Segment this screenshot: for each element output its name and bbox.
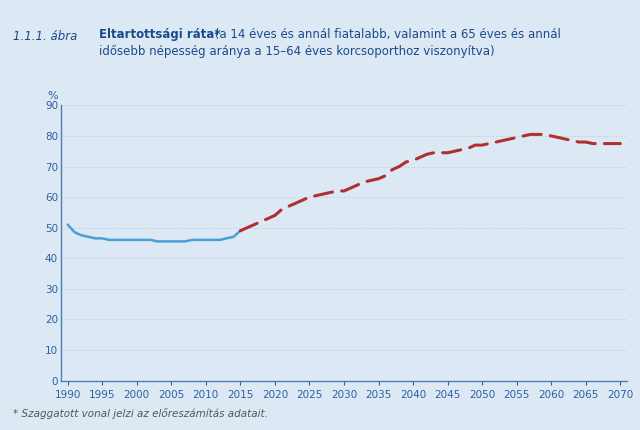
Text: idősebb népesség aránya a 15–64 éves korcsoporthoz viszonyítva): idősebb népesség aránya a 15–64 éves kor… bbox=[99, 45, 495, 58]
Text: %: % bbox=[47, 91, 58, 101]
Text: 1.1.1. ábra: 1.1.1. ábra bbox=[13, 30, 77, 43]
Text: Eltartottsági ráta*: Eltartottsági ráta* bbox=[99, 28, 221, 41]
Text: (a 14 éves és annál fiatalabb, valamint a 65 éves és annál: (a 14 éves és annál fiatalabb, valamint … bbox=[211, 28, 561, 41]
Text: * Szaggatott vonal jelzi az előreszámítás adatait.: * Szaggatott vonal jelzi az előreszámítá… bbox=[13, 408, 268, 419]
